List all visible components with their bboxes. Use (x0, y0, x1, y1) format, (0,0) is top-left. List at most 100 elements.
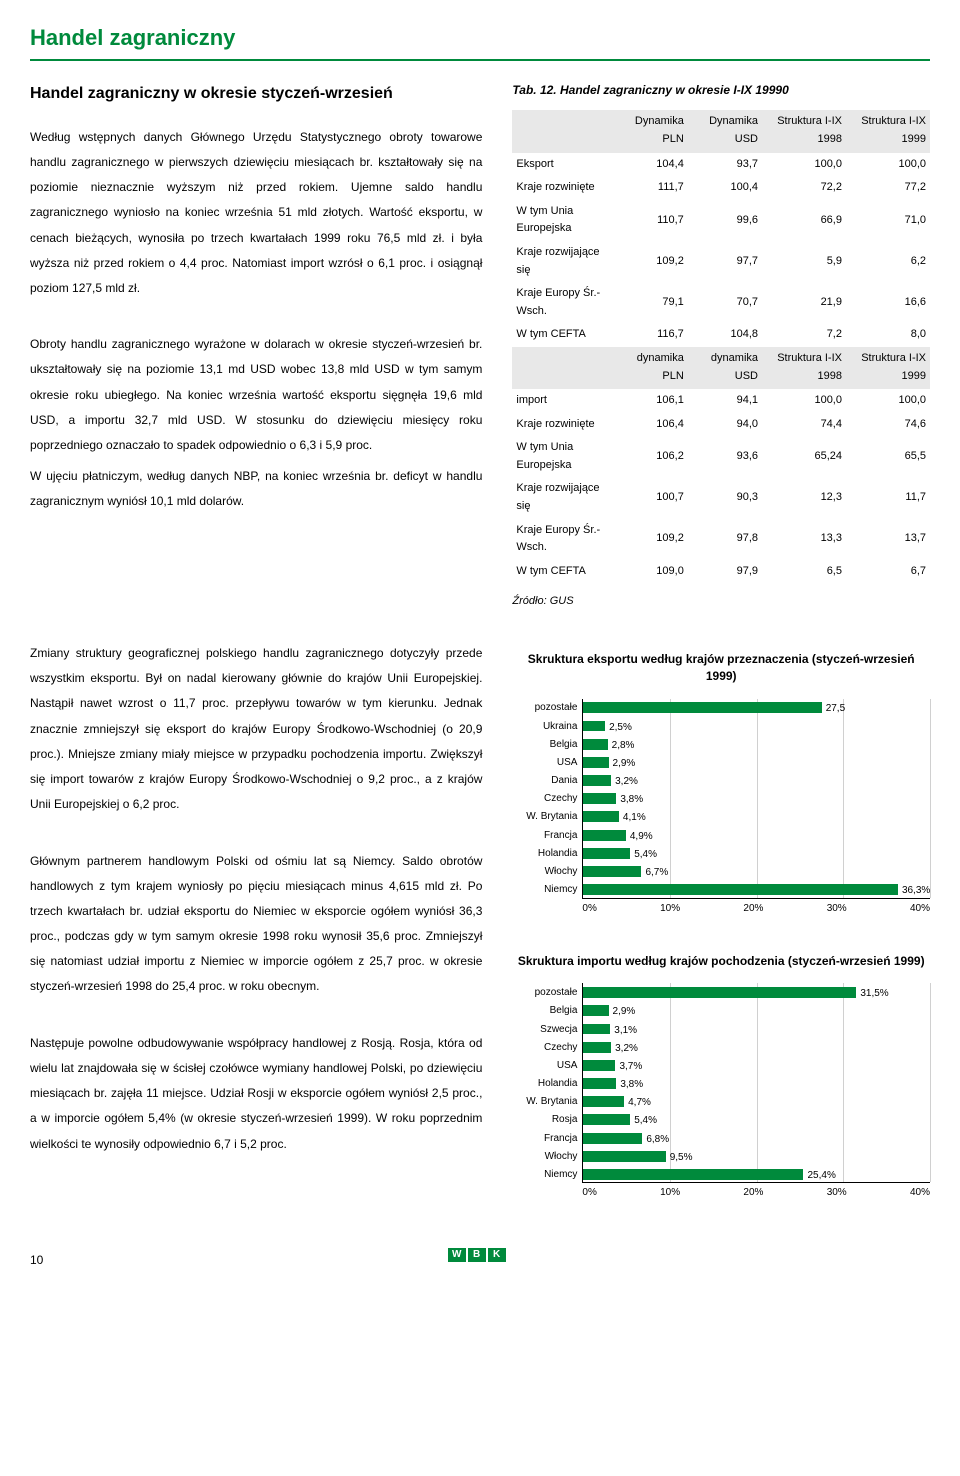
table-cell: 7,2 (762, 323, 846, 347)
bar-value: 9,5% (670, 1150, 693, 1166)
table-row: W tym CEFTA116,7104,87,28,0 (512, 323, 930, 347)
table-row: Eksport104,493,7100,0100,0 (512, 153, 930, 177)
bar-row: pozostałe31,5% (583, 986, 930, 999)
bar-label: W. Brytania (513, 809, 577, 825)
table-cell: Eksport (512, 153, 614, 177)
bar-label: Francja (513, 1131, 577, 1147)
table-cell: 65,5 (846, 436, 930, 477)
bar-label: Belgia (513, 737, 577, 753)
table-header: dynamika PLN (615, 347, 688, 389)
bar-value: 36,3% (902, 883, 930, 899)
table-source: Źródło: GUS (512, 593, 930, 611)
bar-value: 2,5% (609, 720, 632, 736)
logo: WBK (448, 1244, 506, 1263)
bar-label: pozostałe (513, 985, 577, 1001)
bar-row: Holandia3,8% (583, 1077, 930, 1090)
table-row: Kraje Europy Śr.-Wsch.109,297,813,313,7 (512, 519, 930, 560)
bar (583, 987, 856, 998)
table-cell: 106,4 (615, 413, 688, 437)
table-cell: 79,1 (615, 282, 688, 323)
bar-row: Dania3,2% (583, 774, 930, 787)
bar-value: 31,5% (860, 986, 888, 1002)
table-cell: 77,2 (846, 176, 930, 200)
table-cell: 6,7 (846, 560, 930, 584)
bar-label: Włochy (513, 1149, 577, 1165)
bar (583, 757, 608, 768)
bar-row: Holandia5,4% (583, 847, 930, 860)
table-cell: 21,9 (762, 282, 846, 323)
bar (583, 1151, 665, 1162)
table-cell: 13,3 (762, 519, 846, 560)
table-cell: 104,8 (688, 323, 762, 347)
data-table: Dynamika PLNDynamika USD Struktura I-IX 1… (512, 110, 930, 583)
bar-label: Szwecja (513, 1022, 577, 1038)
table-cell: 97,7 (688, 241, 762, 282)
table-cell: W tym Unia Europejska (512, 436, 614, 477)
bar-row: Ukraina2,5% (583, 720, 930, 733)
table-cell: 93,6 (688, 436, 762, 477)
bar-value: 4,9% (630, 829, 653, 845)
table-cell: 100,0 (846, 389, 930, 413)
page-title: Handel zagraniczny (30, 20, 930, 61)
table-cell: 109,2 (615, 241, 688, 282)
table-cell: 100,7 (615, 477, 688, 518)
table-cell: 71,0 (846, 200, 930, 241)
bar-label: Belgia (513, 1003, 577, 1019)
table-cell: Kraje rozwijające się (512, 241, 614, 282)
table-cell: 109,0 (615, 560, 688, 584)
table-cell: Kraje rozwinięte (512, 413, 614, 437)
table-cell: 6,5 (762, 560, 846, 584)
bar-row: Niemcy25,4% (583, 1168, 930, 1181)
table-cell: 116,7 (615, 323, 688, 347)
bar-value: 5,4% (634, 1113, 657, 1129)
bar-label: Niemcy (513, 1167, 577, 1183)
table-header: Dynamika PLN (615, 110, 688, 152)
table-header (512, 110, 614, 152)
x-tick: 30% (827, 901, 847, 917)
bar (583, 1078, 616, 1089)
bar-value: 3,1% (614, 1023, 637, 1039)
table-cell: 5,9 (762, 241, 846, 282)
table-cell: 111,7 (615, 176, 688, 200)
bar (583, 1005, 608, 1016)
bar (583, 830, 625, 841)
bar-row: Czechy3,2% (583, 1041, 930, 1054)
bar-value: 4,7% (628, 1095, 651, 1111)
x-tick: 10% (660, 901, 680, 917)
table-cell: 106,1 (615, 389, 688, 413)
table-cell: 6,2 (846, 241, 930, 282)
paragraph: W ujęciu płatniczym, według danych NBP, … (30, 464, 482, 514)
x-tick: 40% (910, 901, 930, 917)
x-tick: 0% (582, 1185, 596, 1201)
bar-row: USA2,9% (583, 756, 930, 769)
bar-label: Dania (513, 773, 577, 789)
paragraph: Według wstępnych danych Głównego Urzędu … (30, 125, 482, 301)
table-cell: W tym CEFTA (512, 560, 614, 584)
bar-value: 6,8% (646, 1132, 669, 1148)
bar-label: Rosja (513, 1112, 577, 1128)
table-cell: 70,7 (688, 282, 762, 323)
bar-label: Holandia (513, 846, 577, 862)
bar (583, 739, 607, 750)
table-header: Dynamika USD (688, 110, 762, 152)
bar (583, 1169, 803, 1180)
table-header: Struktura I-IX 1999 (846, 110, 930, 152)
bar-value: 27,5 (826, 701, 845, 717)
table-cell: W tym CEFTA (512, 323, 614, 347)
bar-value: 2,9% (613, 756, 636, 772)
table-cell: 8,0 (846, 323, 930, 347)
bar-label: Czechy (513, 1040, 577, 1056)
table-cell: 94,1 (688, 389, 762, 413)
x-tick: 30% (827, 1185, 847, 1201)
bar-row: pozostałe27,5 (583, 701, 930, 714)
table-row: Kraje rozwinięte106,494,074,474,6 (512, 413, 930, 437)
import-chart: pozostałe31,5%Belgia2,9%Szwecja3,1%Czech… (512, 983, 930, 1207)
table-cell: 11,7 (846, 477, 930, 518)
table-cell: W tym Unia Europejska (512, 200, 614, 241)
table-cell: 74,4 (762, 413, 846, 437)
paragraph: Zmiany struktury geograficznej polskiego… (30, 641, 482, 817)
logo-letter: K (488, 1248, 506, 1262)
table-cell: 109,2 (615, 519, 688, 560)
bar-value: 2,9% (613, 1004, 636, 1020)
bar-label: Niemcy (513, 882, 577, 898)
